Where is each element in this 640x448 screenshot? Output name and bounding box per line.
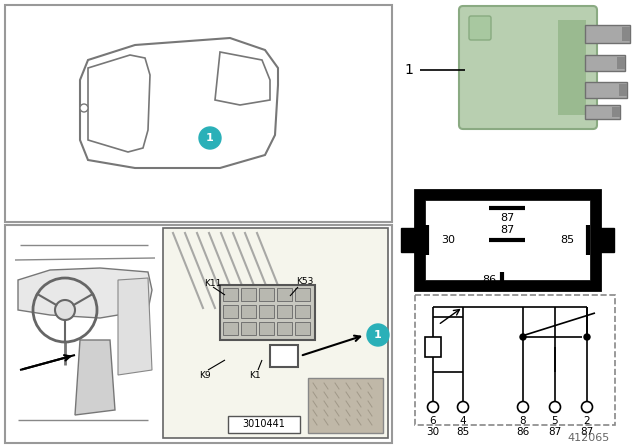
Bar	[295, 322, 310, 335]
Text: K11: K11	[204, 279, 221, 288]
FancyBboxPatch shape	[469, 16, 491, 40]
Circle shape	[55, 300, 75, 320]
Text: 87: 87	[500, 225, 514, 235]
Bar	[585, 25, 630, 43]
Bar	[425, 200, 590, 280]
Circle shape	[428, 401, 438, 413]
Text: 5: 5	[552, 416, 558, 426]
Bar	[259, 305, 274, 318]
Text: K9: K9	[199, 370, 211, 379]
Text: 30: 30	[441, 235, 455, 245]
Text: 6: 6	[429, 416, 436, 426]
Circle shape	[582, 401, 593, 413]
Text: 1: 1	[404, 63, 413, 77]
Text: 87: 87	[500, 213, 514, 223]
Text: 2: 2	[584, 416, 590, 426]
Text: 1: 1	[374, 330, 382, 340]
Bar	[223, 322, 238, 335]
Bar	[585, 55, 625, 71]
Circle shape	[584, 334, 590, 340]
Bar	[622, 27, 630, 41]
Polygon shape	[88, 55, 150, 152]
Bar	[558, 20, 586, 115]
Bar	[220, 285, 315, 340]
Polygon shape	[75, 340, 115, 415]
Bar	[228, 416, 300, 433]
Bar	[277, 322, 292, 335]
Polygon shape	[80, 38, 278, 168]
Circle shape	[518, 401, 529, 413]
Polygon shape	[18, 268, 152, 318]
Text: 412065: 412065	[568, 433, 610, 443]
Bar	[223, 305, 238, 318]
Bar	[600, 228, 614, 252]
Circle shape	[80, 104, 88, 112]
Text: 4: 4	[460, 416, 467, 426]
Text: 87: 87	[548, 427, 562, 437]
Circle shape	[367, 324, 389, 346]
Circle shape	[458, 401, 468, 413]
Text: 1: 1	[206, 133, 214, 143]
Bar	[617, 57, 625, 69]
Text: 86: 86	[482, 275, 496, 285]
Text: K1: K1	[249, 370, 261, 379]
Bar	[425, 337, 441, 357]
Bar	[277, 288, 292, 301]
Bar	[415, 190, 600, 290]
Bar	[415, 295, 615, 425]
Polygon shape	[308, 378, 383, 433]
Circle shape	[520, 334, 526, 340]
Bar	[277, 305, 292, 318]
Text: 3010441: 3010441	[243, 419, 285, 429]
Polygon shape	[118, 278, 152, 375]
Bar	[241, 322, 256, 335]
Bar	[259, 288, 274, 301]
Bar	[5, 225, 392, 443]
Bar	[295, 305, 310, 318]
Bar	[270, 345, 298, 367]
Bar	[585, 105, 620, 119]
Bar	[241, 288, 256, 301]
Bar	[619, 84, 627, 96]
Text: 85: 85	[560, 235, 574, 245]
Bar	[401, 228, 415, 252]
Bar	[259, 322, 274, 335]
Polygon shape	[215, 52, 270, 105]
Bar	[241, 305, 256, 318]
Circle shape	[550, 401, 561, 413]
Bar	[612, 107, 620, 117]
Text: 86: 86	[516, 427, 530, 437]
Bar	[585, 82, 627, 98]
Bar	[5, 5, 392, 222]
FancyBboxPatch shape	[459, 6, 597, 129]
Text: 87: 87	[580, 427, 594, 437]
Text: K53: K53	[296, 277, 314, 287]
Bar	[163, 228, 388, 438]
Text: 8: 8	[520, 416, 526, 426]
Circle shape	[199, 127, 221, 149]
Bar	[223, 288, 238, 301]
Text: 85: 85	[456, 427, 470, 437]
Text: 30: 30	[426, 427, 440, 437]
Bar	[295, 288, 310, 301]
